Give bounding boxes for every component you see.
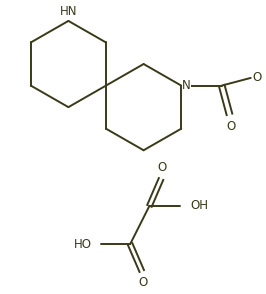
Text: O: O [253,71,262,84]
Text: O: O [157,161,167,174]
Text: HN: HN [60,5,77,18]
Text: N: N [182,79,191,92]
Text: O: O [227,120,236,133]
Text: O: O [138,276,147,289]
Text: OH: OH [190,199,208,212]
Text: HO: HO [74,238,92,251]
